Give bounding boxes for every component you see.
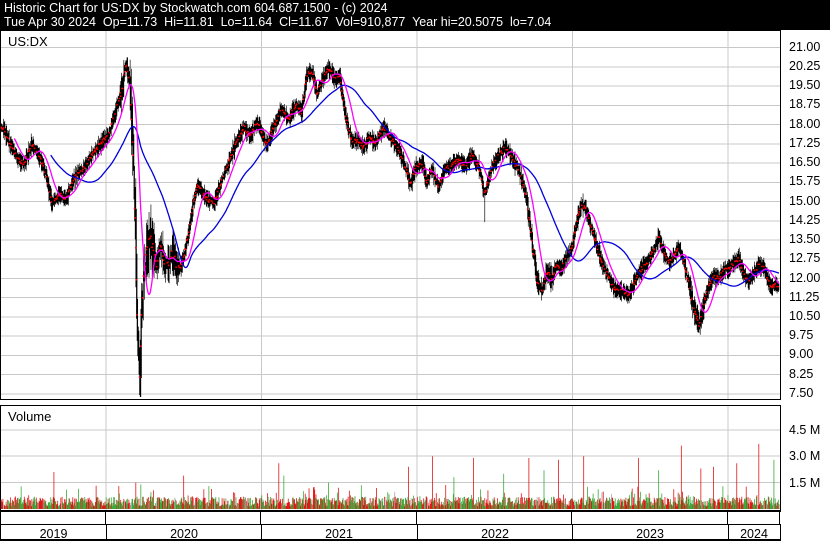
year-label: 2023 xyxy=(636,527,664,541)
volume-axis-tick: 4.5 M xyxy=(789,422,821,437)
price-axis-tick: 8.25 xyxy=(789,366,814,381)
price-axis-tick: 13.50 xyxy=(789,232,821,246)
symbol-label: US:DX xyxy=(8,34,48,49)
price-axis-tick: 12.00 xyxy=(789,270,821,285)
chart-title: Historic Chart for US:DX by Stockwatch.c… xyxy=(4,1,388,15)
year-label: 2024 xyxy=(740,527,768,541)
price-axis-tick: 7.50 xyxy=(789,385,814,400)
price-axis-tick: 15.75 xyxy=(789,174,821,189)
fast-ma-line xyxy=(13,73,780,313)
volume-chart-canvas xyxy=(1,406,780,510)
year-label: 2021 xyxy=(325,527,353,541)
year-tick-divider xyxy=(260,512,261,524)
year-label: 2020 xyxy=(170,527,198,541)
price-axis-tick: 11.25 xyxy=(789,289,820,304)
volume-bars-neutral xyxy=(3,491,774,509)
volume-panel xyxy=(0,405,781,512)
title-bar: Historic Chart for US:DX by Stockwatch.c… xyxy=(0,0,830,30)
price-axis-tick: 19.50 xyxy=(789,78,821,93)
year-tick-divider xyxy=(416,512,417,524)
year-tick-divider xyxy=(571,512,572,524)
price-axis-tick: 10.50 xyxy=(789,308,821,323)
price-axis-tick: 15.00 xyxy=(789,193,821,208)
price-axis-tick: 20.25 xyxy=(789,58,821,73)
year-tick-divider xyxy=(106,525,107,539)
price-axis-tick: 12.75 xyxy=(789,251,821,266)
year-tick-divider xyxy=(728,525,729,539)
year-tick-divider xyxy=(417,525,418,539)
price-axis-tick: 9.75 xyxy=(789,328,814,343)
year-label: 2022 xyxy=(481,527,509,541)
volume-axis-tick: 1.5 M xyxy=(789,475,821,490)
year-tick-divider xyxy=(0,512,1,524)
volume-gridlines xyxy=(1,406,780,510)
year-tick-divider xyxy=(261,525,262,539)
price-gridlines xyxy=(1,31,780,399)
year-axis-row: 2019 2020 2021 2022 2023 2024 xyxy=(0,524,781,541)
volume-bars-down xyxy=(1,443,780,509)
price-panel xyxy=(0,30,781,400)
year-tick-divider xyxy=(572,525,573,539)
year-label: 2019 xyxy=(39,527,68,541)
price-axis-tick: 9.00 xyxy=(789,347,814,362)
volume-label: Volume xyxy=(8,409,52,424)
ohlc-bars xyxy=(1,57,780,397)
price-axis-tick: 18.00 xyxy=(789,116,821,131)
price-axis-tick: 16.50 xyxy=(789,155,821,170)
price-axis-tick: 18.75 xyxy=(789,97,821,112)
year-tick-divider xyxy=(105,512,106,524)
price-axis-tick: 21.00 xyxy=(789,39,821,54)
year-tick-divider xyxy=(727,512,728,524)
price-axis-tick: 14.25 xyxy=(789,212,821,227)
slow-ma-line xyxy=(50,84,780,287)
price-axis-tick: 17.25 xyxy=(789,135,821,150)
volume-bars-up xyxy=(5,459,779,509)
quote-summary: Tue Apr 30 2024 Op=11.73 Hi=11.81 Lo=11.… xyxy=(4,15,552,29)
year-tick-divider xyxy=(779,512,780,524)
volume-axis-tick: 3.0 M xyxy=(789,449,821,464)
price-chart-canvas xyxy=(1,31,780,399)
x-axis-tick-strip xyxy=(0,512,781,524)
